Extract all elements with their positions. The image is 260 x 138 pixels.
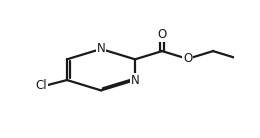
Text: N: N (97, 43, 105, 55)
Text: O: O (158, 28, 167, 41)
Text: N: N (131, 74, 139, 87)
Text: O: O (183, 51, 192, 64)
Text: Cl: Cl (35, 79, 47, 92)
